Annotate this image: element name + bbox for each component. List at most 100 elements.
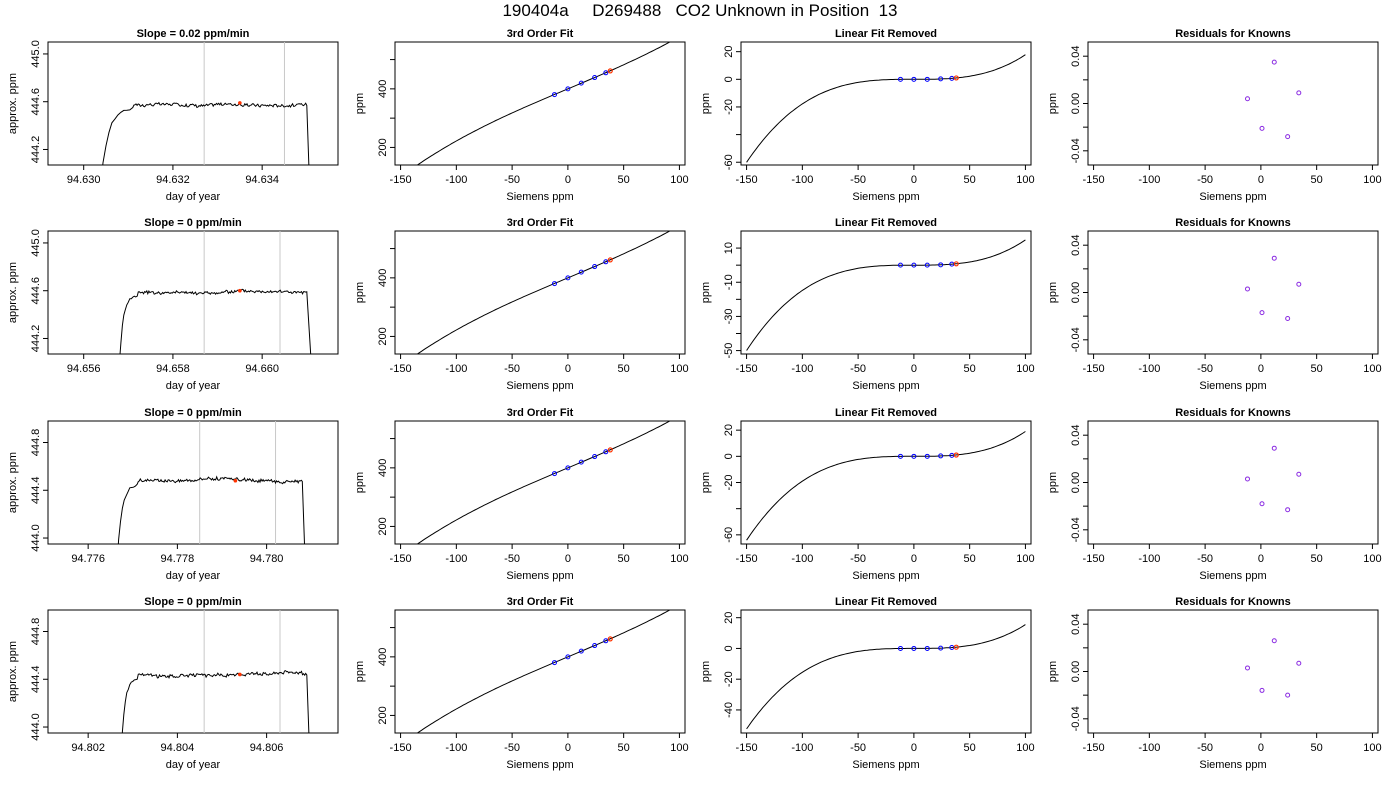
x-tick-label: -50 — [504, 742, 520, 754]
known-standard-point — [911, 645, 917, 651]
known-standard-point — [924, 453, 930, 459]
x-tick-label: -50 — [1197, 553, 1213, 565]
known-standard-point — [578, 648, 584, 654]
y-tick-label: 200 — [377, 517, 389, 535]
x-tick-label: 0 — [565, 363, 571, 375]
x-tick-label: 94.660 — [245, 363, 279, 375]
known-standard-point — [911, 453, 917, 459]
unknown-point — [238, 672, 242, 677]
fit-curve — [416, 42, 671, 165]
chart-title: Residuals for Knowns — [1175, 217, 1291, 229]
chart-title: 3rd Order Fit — [507, 217, 574, 229]
chart-panel-fit-1: 3rd Order Fit -150 -100 -50 0 50 100 200 400 Siem… — [354, 28, 689, 203]
y-tick-label: 444.0 — [30, 524, 42, 552]
x-axis-label: Siemens ppm — [506, 191, 573, 203]
residual-point — [1285, 507, 1291, 513]
y-tick-label: -30 — [723, 308, 735, 324]
known-standard-point — [552, 660, 557, 666]
plot-area — [416, 231, 671, 354]
concentration-trace — [119, 288, 312, 354]
chart-title: Linear Fit Removed — [835, 217, 937, 229]
concentration-trace — [121, 670, 310, 733]
y-axis-label: ppm — [354, 661, 366, 682]
x-axis-label: Siemens ppm — [1199, 759, 1266, 771]
plot-frame — [740, 41, 1032, 166]
x-tick-label: 94.780 — [250, 553, 284, 565]
chart-panel-resid-2: Residuals for Knowns -150 -100 -50 0 50 100 -0.… — [1047, 217, 1382, 392]
known-standard-point — [578, 269, 584, 275]
x-tick-label: 94.778 — [161, 553, 195, 565]
x-tick-label: -50 — [504, 363, 520, 375]
x-tick-label: 50 — [964, 363, 976, 375]
chart-title: Slope = 0 ppm/min — [144, 407, 242, 419]
y-tick-label: 400 — [377, 80, 389, 98]
chart-panel-fit-2: 3rd Order Fit -150 -100 -50 0 50 100 200 400 Siem… — [354, 217, 689, 392]
y-axis-label: ppm — [1047, 282, 1059, 303]
unknown-point — [233, 478, 238, 483]
chart-title: Residuals for Knowns — [1175, 28, 1291, 40]
x-tick-label: 0 — [1258, 553, 1264, 565]
x-axis-label: Siemens ppm — [506, 759, 573, 771]
residual-point — [1285, 692, 1291, 698]
x-tick-label: -150 — [1083, 742, 1105, 754]
known-standard-point — [898, 262, 903, 268]
unknown-point — [607, 257, 613, 263]
y-tick-label: 20 — [723, 612, 735, 624]
y-tick-label: 20 — [723, 46, 735, 58]
residual-point — [1259, 125, 1265, 131]
y-tick-label: 444.8 — [30, 618, 42, 646]
x-tick-label: 100 — [670, 363, 688, 375]
plot-frame — [394, 609, 686, 734]
y-tick-label: 200 — [377, 327, 389, 345]
residual-point — [1296, 471, 1302, 477]
residual-point — [1296, 660, 1302, 666]
x-tick-label: -100 — [1138, 174, 1160, 186]
x-tick-label: 100 — [1016, 553, 1034, 565]
y-tick-label: 444.6 — [30, 88, 42, 116]
y-axis-label: ppm — [700, 661, 712, 682]
chart-title: Slope = 0 ppm/min — [144, 596, 242, 608]
x-axis-label: Siemens ppm — [1199, 191, 1266, 203]
x-tick-label: 94.656 — [67, 363, 101, 375]
residual-point — [1259, 501, 1265, 507]
known-standard-point — [565, 465, 571, 471]
y-tick-label: -0.04 — [1070, 706, 1082, 731]
plot-frame — [47, 230, 339, 355]
x-axis-label: Siemens ppm — [852, 570, 919, 582]
x-tick-label: 94.804 — [161, 742, 195, 754]
known-standard-point — [592, 643, 598, 649]
residual-point — [1285, 316, 1291, 322]
unknown-point — [238, 101, 242, 105]
chart-panel-fit-4: 3rd Order Fit -150 -100 -50 0 50 100 200 400 Siem… — [354, 596, 689, 771]
known-standard-point — [898, 645, 903, 651]
x-tick-label: 50 — [618, 553, 630, 565]
x-tick-label: -100 — [445, 742, 467, 754]
chart-panel-trace-2: Slope = 0 ppm/min 94.656 94.658 94.660 444.2… — [7, 217, 339, 392]
y-axis-label: ppm — [700, 282, 712, 303]
x-tick-label: -100 — [791, 363, 813, 375]
y-tick-label: 0.04 — [1070, 45, 1082, 66]
known-standard-point — [924, 76, 930, 82]
y-axis-label: approx. ppm — [7, 73, 19, 134]
x-tick-label: -50 — [850, 742, 866, 754]
residual-point — [1285, 134, 1291, 140]
known-standard-point — [603, 449, 609, 455]
chart-title: Residuals for Knowns — [1175, 596, 1291, 608]
y-tick-label: 444.2 — [30, 136, 42, 164]
known-standard-point — [603, 70, 609, 76]
x-tick-label: -150 — [1083, 174, 1105, 186]
x-tick-label: 0 — [911, 363, 917, 375]
y-tick-label: 400 — [377, 269, 389, 287]
y-tick-label: 444.4 — [30, 665, 42, 693]
known-standard-point — [578, 459, 584, 465]
residual-point — [1259, 310, 1265, 316]
y-tick-label: -60 — [723, 154, 735, 170]
x-axis-label: Siemens ppm — [852, 759, 919, 771]
residual-point — [1271, 255, 1277, 261]
concentration-trace — [117, 475, 305, 544]
y-tick-label: 444.6 — [30, 277, 42, 305]
plot-area — [746, 431, 1026, 541]
page-title: 190404a D269488 CO2 Unknown in Position … — [502, 1, 898, 20]
chart-panel-linfit-2: Linear Fit Removed -150 -100 -50 0 50 100 -50 -3… — [700, 217, 1035, 392]
